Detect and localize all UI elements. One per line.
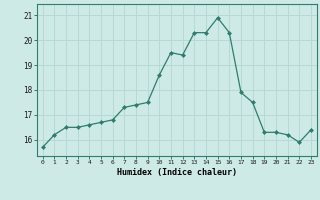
X-axis label: Humidex (Indice chaleur): Humidex (Indice chaleur): [117, 168, 237, 177]
